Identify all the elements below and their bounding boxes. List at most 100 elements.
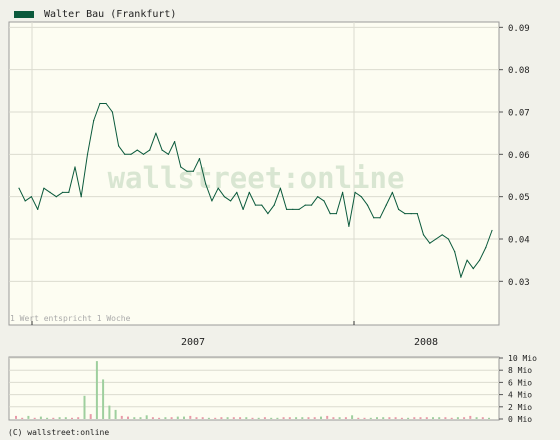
price-point — [74, 166, 76, 168]
volume-bar — [189, 415, 192, 419]
price-point — [466, 259, 468, 261]
volume-bar — [95, 361, 98, 419]
price-point — [379, 217, 381, 219]
price-point — [242, 208, 244, 210]
volume-bar — [332, 417, 335, 419]
volume-bar — [139, 417, 142, 419]
volume-y-tick-label: 6 Mio — [508, 378, 532, 387]
volume-bar — [376, 417, 378, 419]
price-point — [366, 204, 369, 206]
price-plot-area — [8, 21, 500, 326]
volume-bar — [102, 379, 105, 419]
price-point — [441, 234, 443, 236]
volume-bar — [407, 417, 410, 419]
price-point — [254, 204, 257, 206]
price-point — [391, 191, 393, 193]
volume-bar — [257, 417, 260, 419]
price-y-tick-label: 0.07 — [508, 109, 530, 119]
volume-bar — [413, 417, 416, 419]
watermark-text: wallstreet:online — [108, 161, 405, 195]
price-y-tick-label: 0.04 — [508, 235, 530, 245]
volume-bar — [394, 417, 397, 419]
price-point — [460, 276, 462, 278]
price-point — [167, 153, 169, 155]
price-y-axis: 0.09 0.08 0.07 0.06 0.05 0.04 0.03 — [499, 24, 530, 288]
volume-bars — [15, 361, 490, 419]
volume-bar — [21, 417, 24, 419]
volume-bar — [245, 417, 248, 419]
price-point — [398, 208, 400, 210]
price-point — [454, 251, 456, 253]
price-point — [55, 196, 57, 198]
price-point — [111, 111, 113, 113]
volume-bar — [195, 417, 198, 419]
volume-bar — [15, 415, 17, 419]
legend-label: Walter Bau (Frankfurt) — [44, 8, 177, 20]
volume-bar — [270, 417, 273, 419]
volume-bar — [201, 417, 204, 419]
price-point — [80, 196, 82, 198]
volume-y-axis: 10 Mio 8 Mio 6 Mio 4 Mio 2 Mio 0 Mio — [499, 354, 537, 424]
volume-bar — [351, 415, 354, 419]
price-point — [354, 191, 356, 193]
price-point — [223, 196, 225, 198]
volume-bar — [456, 417, 459, 419]
price-point — [310, 204, 313, 206]
volume-bar — [463, 417, 466, 419]
volume-bar — [83, 395, 86, 419]
watermark-part1: wallstreet — [108, 161, 283, 195]
price-point — [192, 170, 194, 172]
volume-bar — [469, 415, 472, 419]
price-point — [149, 149, 151, 151]
price-point — [491, 229, 493, 232]
volume-bar — [151, 417, 154, 419]
price-point — [105, 102, 107, 105]
volume-plot-area — [8, 356, 500, 421]
price-point — [273, 204, 275, 206]
price-points — [18, 102, 493, 278]
price-y-tick-label: 0.06 — [508, 151, 530, 161]
price-point — [360, 196, 362, 198]
price-point — [93, 119, 95, 122]
price-point — [161, 149, 163, 151]
price-point — [329, 213, 331, 215]
price-point — [142, 153, 145, 155]
volume-bar — [33, 417, 36, 419]
volume-bar — [419, 417, 422, 419]
volume-bar — [232, 417, 235, 419]
price-y-tick-label: 0.09 — [508, 24, 530, 34]
price-point — [205, 183, 207, 185]
price-point — [155, 132, 157, 134]
volume-bar — [288, 417, 291, 419]
volume-bar — [108, 405, 111, 419]
chart-annotation: 1 Wert entspricht 1 Woche — [10, 314, 131, 323]
price-point — [279, 187, 281, 189]
volume-bar — [369, 417, 372, 419]
volume-bar — [388, 417, 391, 419]
price-point — [373, 217, 375, 219]
legend: Walter Bau (Frankfurt) — [14, 7, 176, 21]
price-point — [404, 213, 406, 215]
volume-bar — [400, 417, 403, 419]
volume-bar — [145, 415, 148, 419]
volume-bar — [58, 417, 61, 419]
price-point — [261, 204, 263, 206]
price-point — [86, 153, 89, 155]
volume-bar — [39, 416, 42, 419]
volume-bar — [170, 417, 173, 419]
price-point — [217, 187, 219, 189]
price-point — [136, 149, 138, 151]
price-point — [429, 242, 431, 244]
volume-bar — [307, 417, 310, 419]
volume-bar — [226, 417, 229, 419]
volume-bar — [320, 416, 322, 419]
price-point — [18, 187, 20, 189]
price-point — [410, 213, 412, 215]
volume-grid — [9, 357, 499, 408]
price-point — [267, 213, 269, 215]
volume-bar — [382, 417, 385, 419]
volume-bar — [158, 417, 161, 419]
price-y-tick-label: 0.03 — [508, 278, 530, 288]
volume-bar — [438, 417, 441, 419]
